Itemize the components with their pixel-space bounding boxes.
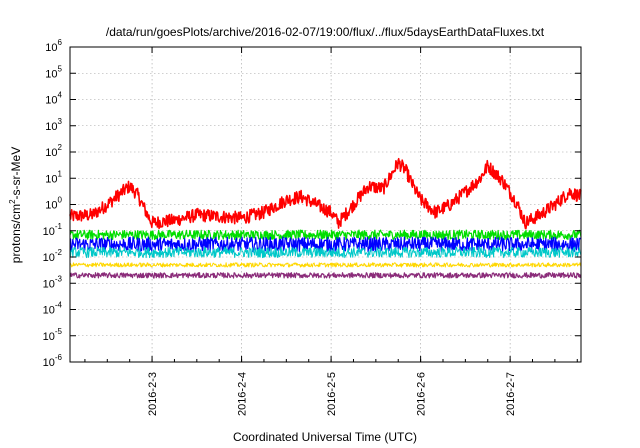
y-tick-label: 10-5 (43, 327, 63, 343)
series-layer (69, 157, 582, 279)
x-tick-label: 2016-2-3 (147, 372, 159, 416)
y-tick-label: 100 (45, 196, 62, 212)
grid (70, 47, 581, 362)
y-tick-label: 10-2 (43, 248, 63, 264)
series-line-1 (69, 157, 582, 230)
x-tick-label: 2016-2-7 (505, 372, 517, 416)
y-tick-label: 10-3 (43, 274, 63, 290)
x-axis-label: Coordinated Universal Time (UTC) (233, 430, 417, 444)
y-tick-label: 103 (45, 117, 62, 133)
y-tick-label: 105 (45, 64, 62, 80)
y-tick-label: 10-4 (43, 301, 63, 317)
series-line-4 (69, 246, 582, 259)
series-line-2 (69, 229, 582, 241)
series-line-6 (69, 272, 582, 279)
x-tick-label: 2016-2-6 (416, 372, 428, 416)
y-tick-label: 10-1 (43, 222, 63, 238)
y-axis-label: protons/cm2-s-sr-MeV (8, 147, 23, 263)
y-tick-label: 102 (45, 143, 62, 159)
plot-frame (69, 46, 582, 363)
axes: 10-6 10-5 10-4 10-3 10-2 10-1 100 101 102 103 104 1… (43, 38, 581, 416)
x-tick-label: 2016-2-4 (237, 372, 249, 416)
series-line-5 (69, 262, 582, 268)
chart-title: /data/run/goesPlots/archive/2016-02-07/1… (106, 25, 545, 39)
y-tick-label: 106 (45, 38, 62, 54)
y-tick-label: 101 (45, 169, 62, 185)
series-line-3 (69, 236, 582, 253)
y-tick-label: 10-6 (43, 353, 63, 369)
y-tick-label: 104 (45, 91, 62, 107)
x-tick-label: 2016-2-5 (326, 372, 338, 416)
